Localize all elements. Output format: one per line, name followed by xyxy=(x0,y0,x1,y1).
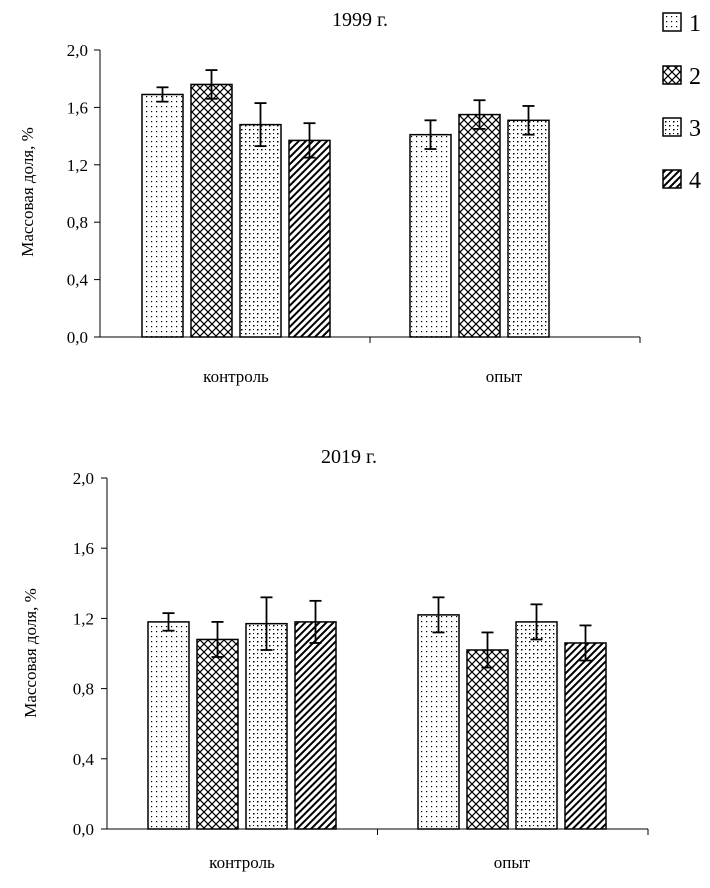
y-tick-label: 2,0 xyxy=(67,41,88,60)
bar-контроль-series-2 xyxy=(190,83,233,338)
y-tick-label: 0,8 xyxy=(67,213,88,232)
chart-2019: 2019 г. Массовая доля, % 0,0 0,4 0,8 1,2 1,6… xyxy=(21,446,649,872)
legend-swatch xyxy=(662,65,682,85)
y-tick-label: 1,2 xyxy=(73,609,94,628)
y-tick-label: 0,0 xyxy=(67,328,88,347)
bar-контроль-series-3 xyxy=(239,123,282,338)
legend-label: 4 xyxy=(689,168,701,194)
y-axis-label: Массовая доля, % xyxy=(21,588,40,718)
chart-1999: 1999 г. Массовая доля, % 0,0 0,4 0,8 1,2 1,6… xyxy=(18,9,641,386)
chart-title: 2019 г. xyxy=(321,446,377,468)
legend-label: 3 xyxy=(689,116,701,142)
legend: 1 2 3 4 xyxy=(662,11,701,194)
y-tick-label: 1,2 xyxy=(67,156,88,175)
bar-опыт-series-2 xyxy=(458,113,501,338)
bar-опыт-series-1 xyxy=(417,614,460,830)
legend-label: 1 xyxy=(689,11,701,37)
x-category-label: опыт xyxy=(486,367,523,386)
y-tick-label: 0,8 xyxy=(73,680,94,699)
legend-label: 2 xyxy=(689,64,701,90)
bar-опыт-series-3 xyxy=(515,621,558,830)
bar-опыт-series-2 xyxy=(466,649,509,830)
x-category-label: опыт xyxy=(494,853,531,872)
x-category-label: контроль xyxy=(203,367,269,386)
legend-item-2: 2 xyxy=(662,64,701,90)
bar-контроль-series-3 xyxy=(245,622,288,830)
legend-item-4: 4 xyxy=(662,168,701,194)
y-axis-label: Массовая доля, % xyxy=(18,127,37,257)
chart-title: 1999 г. xyxy=(332,9,388,31)
legend-swatch xyxy=(662,117,682,137)
y-tick-label: 0,4 xyxy=(67,271,89,290)
legend-item-3: 3 xyxy=(662,116,701,142)
bar-контроль-series-1 xyxy=(141,93,184,338)
y-tick-label: 1,6 xyxy=(67,98,88,117)
legend-swatch xyxy=(662,12,682,32)
bar-опыт-series-3 xyxy=(507,119,550,338)
y-tick-label: 0,4 xyxy=(73,750,95,769)
y-tick-label: 1,6 xyxy=(73,539,94,558)
bar-контроль-series-1 xyxy=(147,621,190,830)
y-tick-label: 2,0 xyxy=(73,469,94,488)
bar-контроль-series-2 xyxy=(196,638,239,830)
bar-опыт-series-1 xyxy=(409,133,452,338)
legend-item-1: 1 xyxy=(662,11,701,37)
legend-swatch xyxy=(662,169,682,189)
x-category-label: контроль xyxy=(209,853,275,872)
bar-опыт-series-4 xyxy=(564,642,607,830)
y-tick-label: 0,0 xyxy=(73,820,94,839)
bar-контроль-series-4 xyxy=(294,621,337,830)
bar-контроль-series-4 xyxy=(288,139,331,338)
